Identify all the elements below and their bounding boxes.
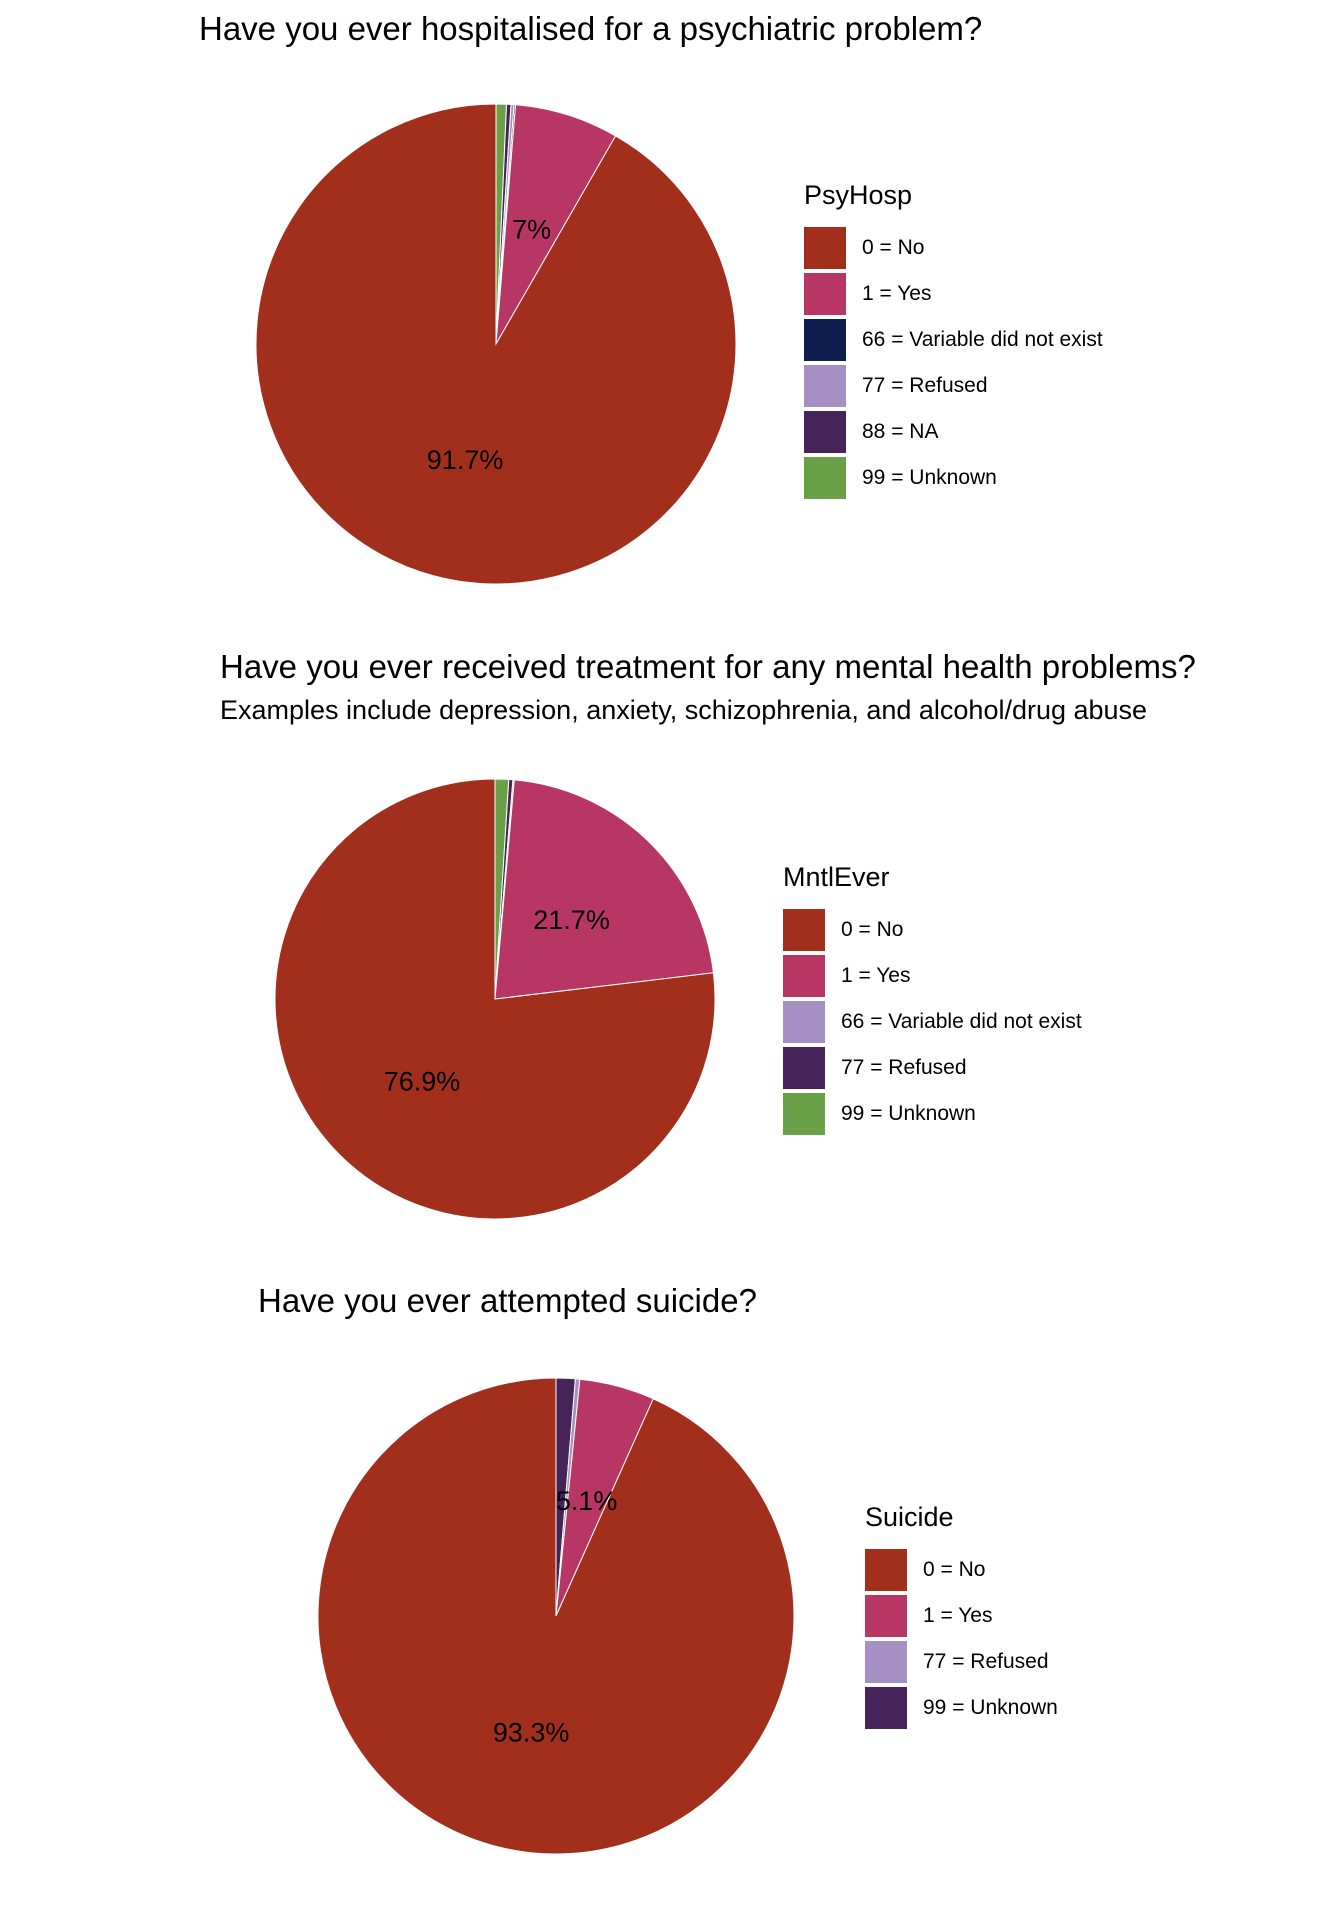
- legend-title: MntlEver: [783, 862, 890, 892]
- legend-label: 0 = No: [862, 236, 925, 259]
- legend-item-1-yes: 1 = Yes: [804, 271, 1103, 317]
- legend-items: 0 = No 1 = Yes 77 = Refused 99 = Unknown: [865, 1547, 1058, 1731]
- data-label-1-yes: 21.7%: [533, 905, 610, 935]
- legend-item-0-no: 0 = No: [865, 1547, 1058, 1593]
- chart-title: Have you ever hospitalised for a psychia…: [199, 10, 983, 47]
- legend-item-0-no: 0 = No: [804, 225, 1103, 271]
- legend-item-99-unknown: 99 = Unknown: [783, 1091, 1082, 1137]
- legend-label: 99 = Unknown: [923, 1696, 1058, 1719]
- legend-items: 0 = No 1 = Yes 66 = Variable did not exist…: [804, 225, 1103, 501]
- legend-swatch: [865, 1687, 907, 1729]
- pie-slice-0-no: [255, 103, 737, 585]
- legend-item-77-refused: 77 = Refused: [865, 1639, 1058, 1685]
- legend-item-77-refused: 77 = Refused: [804, 363, 1103, 409]
- pie-slice-1-yes: [494, 779, 714, 1000]
- legend-label: 77 = Refused: [841, 1056, 967, 1079]
- pie-slice-0-no: [274, 778, 716, 1220]
- legend-title: Suicide: [865, 1502, 954, 1532]
- pie-chart-mntlever: 21.7% 76.9%: [274, 778, 716, 1220]
- legend-label: 0 = No: [841, 918, 904, 941]
- legend-item-77-refused: 77 = Refused: [783, 1045, 1082, 1091]
- legend-label: 0 = No: [923, 1558, 986, 1581]
- legend-swatch: [804, 319, 846, 361]
- legend-label: 66 = Variable did not exist: [862, 328, 1103, 351]
- legend-swatch: [783, 909, 825, 951]
- legend-swatch: [804, 411, 846, 453]
- legend-label: 77 = Refused: [862, 374, 988, 397]
- legend-swatch: [783, 955, 825, 997]
- legend-swatch: [804, 273, 846, 315]
- legend-item-66-variable-did-not-exist: 66 = Variable did not exist: [804, 317, 1103, 363]
- legend-swatch: [865, 1595, 907, 1637]
- pie-chart-psyhosp: 7% 91.7%: [255, 103, 737, 585]
- legend-item-1-yes: 1 = Yes: [865, 1593, 1058, 1639]
- legend-item-0-no: 0 = No: [783, 907, 1082, 953]
- legend-label: 99 = Unknown: [841, 1102, 976, 1125]
- legend-swatch: [804, 227, 846, 269]
- chart-title: Have you ever attempted suicide?: [258, 1282, 757, 1319]
- legend-title: PsyHosp: [804, 180, 913, 210]
- legend-label: 1 = Yes: [923, 1604, 993, 1627]
- legend-item-99-unknown: 99 = Unknown: [804, 455, 1103, 501]
- legend-item-66-variable-did-not-exist: 66 = Variable did not exist: [783, 999, 1082, 1045]
- chart-subtitle: Examples include depression, anxiety, sc…: [220, 695, 1148, 725]
- legend-swatch: [783, 1001, 825, 1043]
- legend-swatch: [783, 1047, 825, 1089]
- legend-swatch: [804, 457, 846, 499]
- legend-label: 99 = Unknown: [862, 466, 997, 489]
- legend-item-88-na: 88 = NA: [804, 409, 1103, 455]
- legend-label: 77 = Refused: [923, 1650, 1049, 1673]
- legend-swatch: [865, 1641, 907, 1683]
- pie-slice-0-no: [317, 1377, 795, 1855]
- legend-item-1-yes: 1 = Yes: [783, 953, 1082, 999]
- legend-item-99-unknown: 99 = Unknown: [865, 1685, 1058, 1731]
- data-label-0-no: 93.3%: [493, 1717, 570, 1747]
- data-label-1-yes: 5.1%: [556, 1486, 618, 1516]
- legend-items: 0 = No 1 = Yes 66 = Variable did not exist…: [783, 907, 1082, 1137]
- data-label-1-yes: 7%: [512, 214, 551, 244]
- legend-label: 1 = Yes: [841, 964, 911, 987]
- legend-label: 88 = NA: [862, 420, 939, 443]
- data-label-0-no: 76.9%: [384, 1066, 461, 1096]
- legend-psyhosp: PsyHosp 0 = No 1 = Yes 66 = Variable did n…: [804, 180, 1103, 501]
- pie-chart-suicide: 5.1% 93.3%: [317, 1377, 795, 1855]
- legend-suicide: Suicide 0 = No 1 = Yes 77 = Refused 99 = Un…: [865, 1502, 1058, 1731]
- legend-label: 66 = Variable did not exist: [841, 1010, 1082, 1033]
- legend-swatch: [783, 1093, 825, 1135]
- chart-title: Have you ever received treatment for any…: [220, 648, 1196, 685]
- pie-slice-1-yes: [495, 104, 617, 345]
- legend-label: 1 = Yes: [862, 282, 932, 305]
- legend-swatch: [804, 365, 846, 407]
- legend-swatch: [865, 1549, 907, 1591]
- data-label-0-no: 91.7%: [427, 445, 504, 475]
- legend-mntlever: MntlEver 0 = No 1 = Yes 66 = Variable did …: [783, 862, 1082, 1137]
